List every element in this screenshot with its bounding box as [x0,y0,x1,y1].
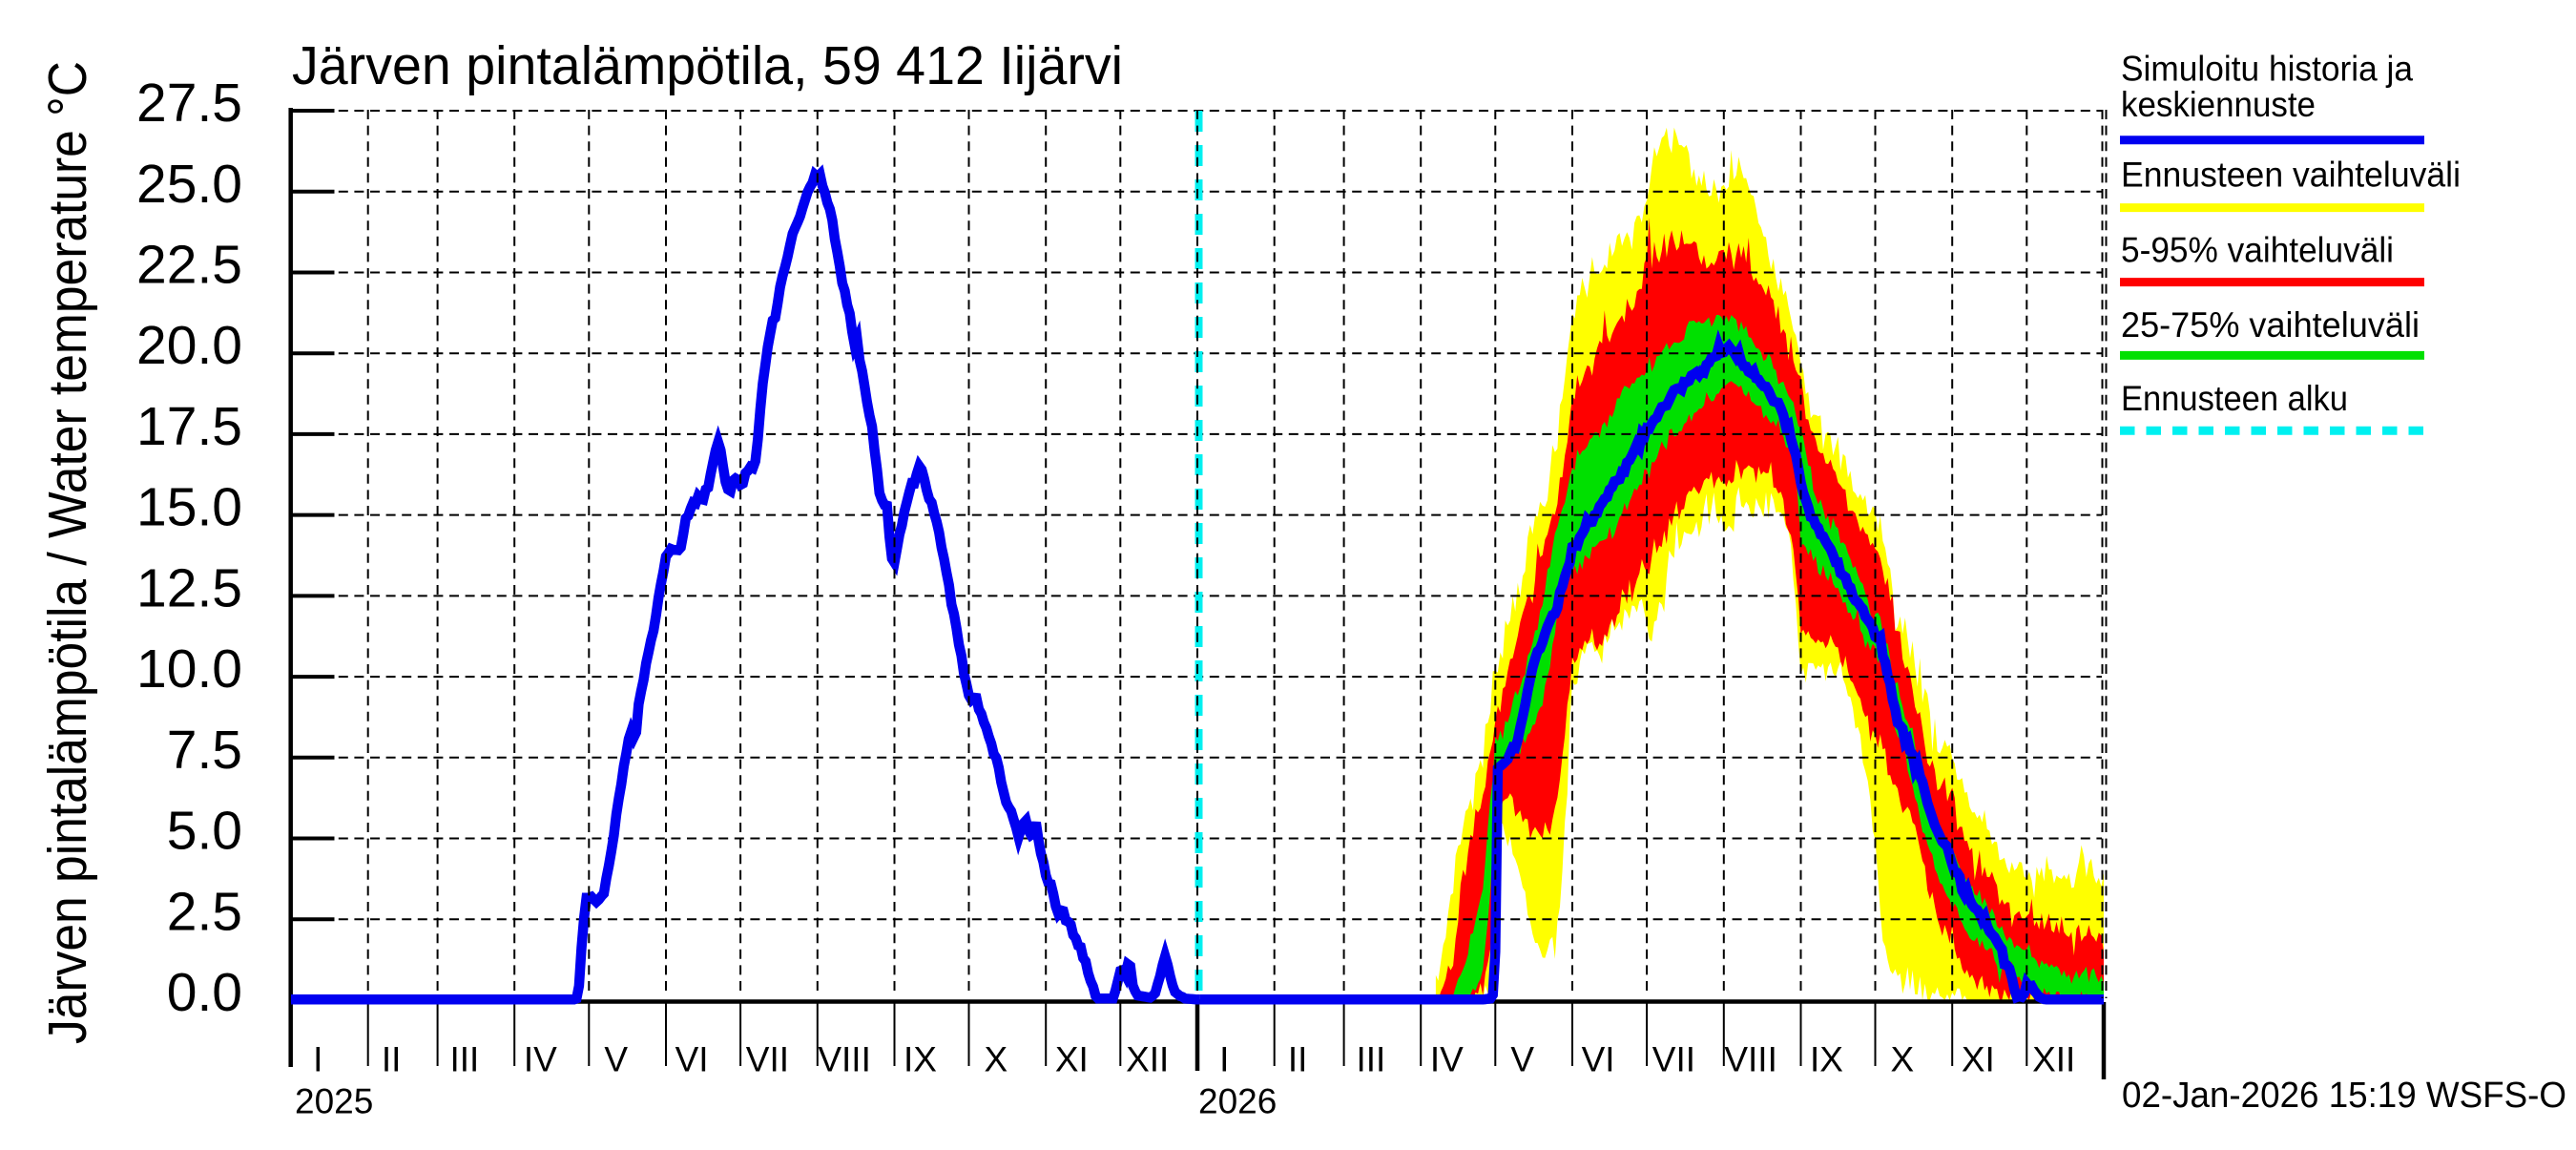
svg-text:I: I [313,1040,322,1079]
svg-text:X: X [985,1040,1008,1079]
svg-text:X: X [1891,1040,1915,1079]
svg-text:IX: IX [904,1040,937,1079]
svg-text:keskiennuste: keskiennuste [2121,85,2316,124]
svg-text:IV: IV [524,1040,557,1079]
svg-text:27.5: 27.5 [136,73,242,134]
svg-text:Ennusteen vaihteluväli: Ennusteen vaihteluväli [2121,156,2461,195]
svg-text:2026: 2026 [1198,1082,1277,1121]
svg-text:22.5: 22.5 [136,235,242,296]
svg-text:15.0: 15.0 [136,477,242,538]
svg-text:IV: IV [1430,1040,1464,1079]
svg-text:II: II [382,1040,402,1079]
svg-text:2025: 2025 [295,1082,373,1121]
svg-text:VIII: VIII [818,1040,871,1079]
svg-text:Simuloitu historia ja: Simuloitu historia ja [2121,50,2413,89]
svg-text:XI: XI [1962,1040,1995,1079]
svg-text:5.0: 5.0 [167,801,242,862]
svg-text:Ennusteen alku: Ennusteen alku [2121,379,2348,418]
svg-text:Järven pintalämpötila, 59 412: Järven pintalämpötila, 59 412 Iijärvi [292,35,1123,96]
svg-text:XII: XII [2032,1040,2075,1079]
svg-text:III: III [449,1040,479,1079]
svg-text:Järven pintalämpötila / Water: Järven pintalämpötila / Water temperatur… [37,61,98,1044]
svg-text:V: V [1510,1040,1534,1079]
svg-text:25-75% vaihteluväli: 25-75% vaihteluväli [2121,305,2420,345]
svg-text:III: III [1356,1040,1385,1079]
svg-text:2.5: 2.5 [167,881,242,942]
svg-text:XII: XII [1126,1040,1169,1079]
svg-text:VI: VI [1582,1040,1615,1079]
svg-text:V: V [604,1040,628,1079]
svg-text:II: II [1288,1040,1308,1079]
svg-text:20.0: 20.0 [136,315,242,376]
svg-text:02-Jan-2026 15:19 WSFS-O: 02-Jan-2026 15:19 WSFS-O [2122,1076,2566,1116]
svg-text:VII: VII [746,1040,789,1079]
svg-text:5-95% vaihteluväli: 5-95% vaihteluväli [2121,231,2394,270]
svg-text:VII: VII [1652,1040,1695,1079]
svg-text:XI: XI [1055,1040,1089,1079]
svg-text:17.5: 17.5 [136,396,242,457]
svg-text:I: I [1219,1040,1229,1079]
svg-text:VI: VI [675,1040,709,1079]
svg-text:VIII: VIII [1724,1040,1777,1079]
svg-text:12.5: 12.5 [136,557,242,618]
svg-text:10.0: 10.0 [136,638,242,700]
svg-text:0.0: 0.0 [167,962,242,1023]
svg-text:7.5: 7.5 [167,720,242,781]
svg-text:IX: IX [1810,1040,1843,1079]
svg-text:25.0: 25.0 [136,154,242,215]
